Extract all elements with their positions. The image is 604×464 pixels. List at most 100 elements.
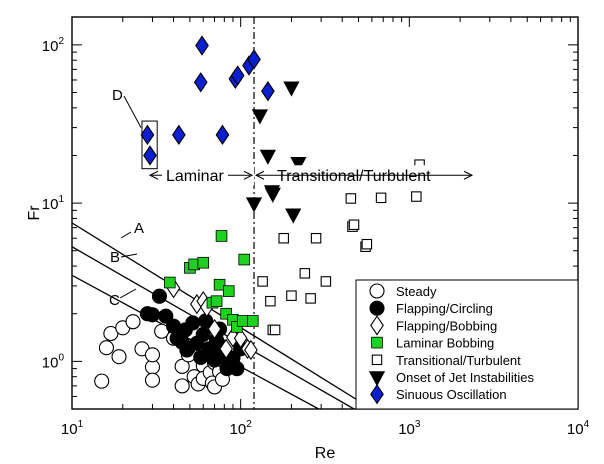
data-points <box>94 35 425 395</box>
y-tick-label: 100 <box>42 352 65 371</box>
marker-flapping-circling <box>144 307 161 323</box>
marker-transitional-turbulent <box>278 232 289 244</box>
annotations-layer: Transitional/Turbulent Laminar D AB C <box>109 87 479 309</box>
marker-jet-instability <box>283 81 300 97</box>
legend-label: Transitional/Turbulent <box>396 353 521 368</box>
marker-flapping-bobbing <box>233 328 248 349</box>
turbulent-arrow-head <box>254 170 265 180</box>
marker-jet-instability <box>251 109 269 125</box>
marker-sinuous-oscillation <box>140 124 155 146</box>
criterion-label-c: C <box>109 292 120 309</box>
legend-label: Sinuous Oscillation <box>396 387 507 402</box>
marker-steady <box>111 349 127 365</box>
regime-label-laminar: Laminar <box>166 168 224 185</box>
legend-label: Flapping/Bobbing <box>396 318 497 333</box>
legend-label: Onset of Jet Instabilities <box>396 370 535 385</box>
marker-steady <box>98 340 114 356</box>
marker-jet-instability <box>290 156 307 173</box>
legend-label: Steady <box>396 284 437 299</box>
marker-laminar-bobbing <box>210 295 223 307</box>
marker-steady <box>125 314 141 330</box>
legend-marker <box>371 336 383 349</box>
marker-laminar-bobbing <box>238 253 251 266</box>
marker-steady <box>144 347 161 363</box>
marker-transitional-turbulent <box>348 219 360 230</box>
marker-transitional-turbulent <box>286 290 297 301</box>
x-axis-label: Re <box>315 445 336 462</box>
criterion-leader-c <box>119 288 137 299</box>
marker-sinuous-oscillation <box>247 49 261 70</box>
marker-transitional-turbulent <box>345 193 357 204</box>
marker-sinuous-oscillation <box>215 124 230 146</box>
marker-laminar-bobbing <box>222 285 235 297</box>
group-d-box <box>141 120 158 170</box>
marker-flapping-circling <box>151 288 168 304</box>
group-d-label: D <box>112 87 123 104</box>
x-tick-label: 102 <box>230 419 253 438</box>
legend-marker <box>368 371 386 387</box>
marker-steady <box>174 358 190 374</box>
marker-sinuous-oscillation <box>230 65 245 86</box>
marker-laminar-bobbing <box>237 315 249 327</box>
marker-flapping-circling <box>185 315 201 331</box>
turbulent-arrow-head <box>463 170 474 180</box>
regime-label-background <box>162 165 228 186</box>
marker-sinuous-oscillation <box>171 124 186 146</box>
marker-transitional-turbulent <box>265 295 276 307</box>
legend-marker <box>370 315 384 336</box>
marker-laminar-bobbing <box>231 321 243 333</box>
ticks-layer: 101 102 103 104 100 101 102 <box>42 17 590 438</box>
marker-jet-instability <box>245 197 263 213</box>
regime-label-transitional: Transitional/Turbulent <box>277 168 431 185</box>
legend-marker <box>369 283 385 299</box>
marker-laminar-bobbing <box>220 307 232 320</box>
plot-frame <box>71 16 579 410</box>
legend-label: Laminar Bobbing <box>396 336 494 351</box>
x-tick-label: 104 <box>567 419 590 438</box>
marker-flapping-bobbing <box>219 338 233 360</box>
legend-marker <box>370 384 384 405</box>
laminar-arrow-head <box>148 170 159 180</box>
marker-transitional-turbulent <box>310 232 322 244</box>
marker-steady <box>174 378 190 394</box>
legend: Steady Flapping/Circling Flapping/Bobbing L… <box>355 279 579 410</box>
legend-box <box>355 279 579 410</box>
marker-laminar-bobbing <box>213 278 226 291</box>
marker-laminar-bobbing <box>197 256 210 269</box>
marker-sinuous-oscillation <box>261 80 275 102</box>
marker-jet-instability <box>285 208 302 224</box>
criterion-leader-b <box>120 253 138 258</box>
laminar-arrow-head <box>243 170 254 180</box>
marker-transitional-turbulent <box>361 238 373 250</box>
marker-sinuous-oscillation <box>195 35 209 56</box>
y-axis-label: Fr <box>26 205 43 221</box>
legend-marker <box>369 300 385 316</box>
marker-transitional-turbulent <box>320 276 332 287</box>
marker-flapping-bobbing <box>244 339 258 361</box>
marker-transitional-turbulent <box>411 191 422 202</box>
criterion-label-b: B <box>110 249 120 266</box>
marker-transitional-turbulent <box>257 276 268 287</box>
x-tick-label: 101 <box>61 419 84 438</box>
criterion-label-a: A <box>134 220 144 237</box>
marker-flapping-circling <box>158 308 174 324</box>
marker-transitional-turbulent <box>299 268 311 279</box>
marker-laminar-bobbing <box>246 315 259 327</box>
marker-flapping-bobbing <box>207 318 222 340</box>
marker-jet-instability <box>259 149 277 165</box>
y-tick-label: 102 <box>42 36 65 55</box>
legend-marker <box>371 354 383 366</box>
x-tick-label: 103 <box>398 419 421 438</box>
marker-sinuous-oscillation <box>143 145 157 166</box>
group-d-leader <box>123 95 142 128</box>
marker-laminar-bobbing <box>215 230 228 242</box>
legend-label: Flapping/Circling <box>396 301 493 316</box>
marker-sinuous-oscillation <box>193 72 208 93</box>
marker-transitional-turbulent <box>269 324 281 336</box>
criterion-leader-a <box>120 231 132 239</box>
marker-laminar-bobbing <box>163 276 176 289</box>
marker-flapping-circling <box>229 361 245 377</box>
marker-transitional-turbulent <box>375 192 387 204</box>
marker-transitional-turbulent <box>305 293 316 304</box>
